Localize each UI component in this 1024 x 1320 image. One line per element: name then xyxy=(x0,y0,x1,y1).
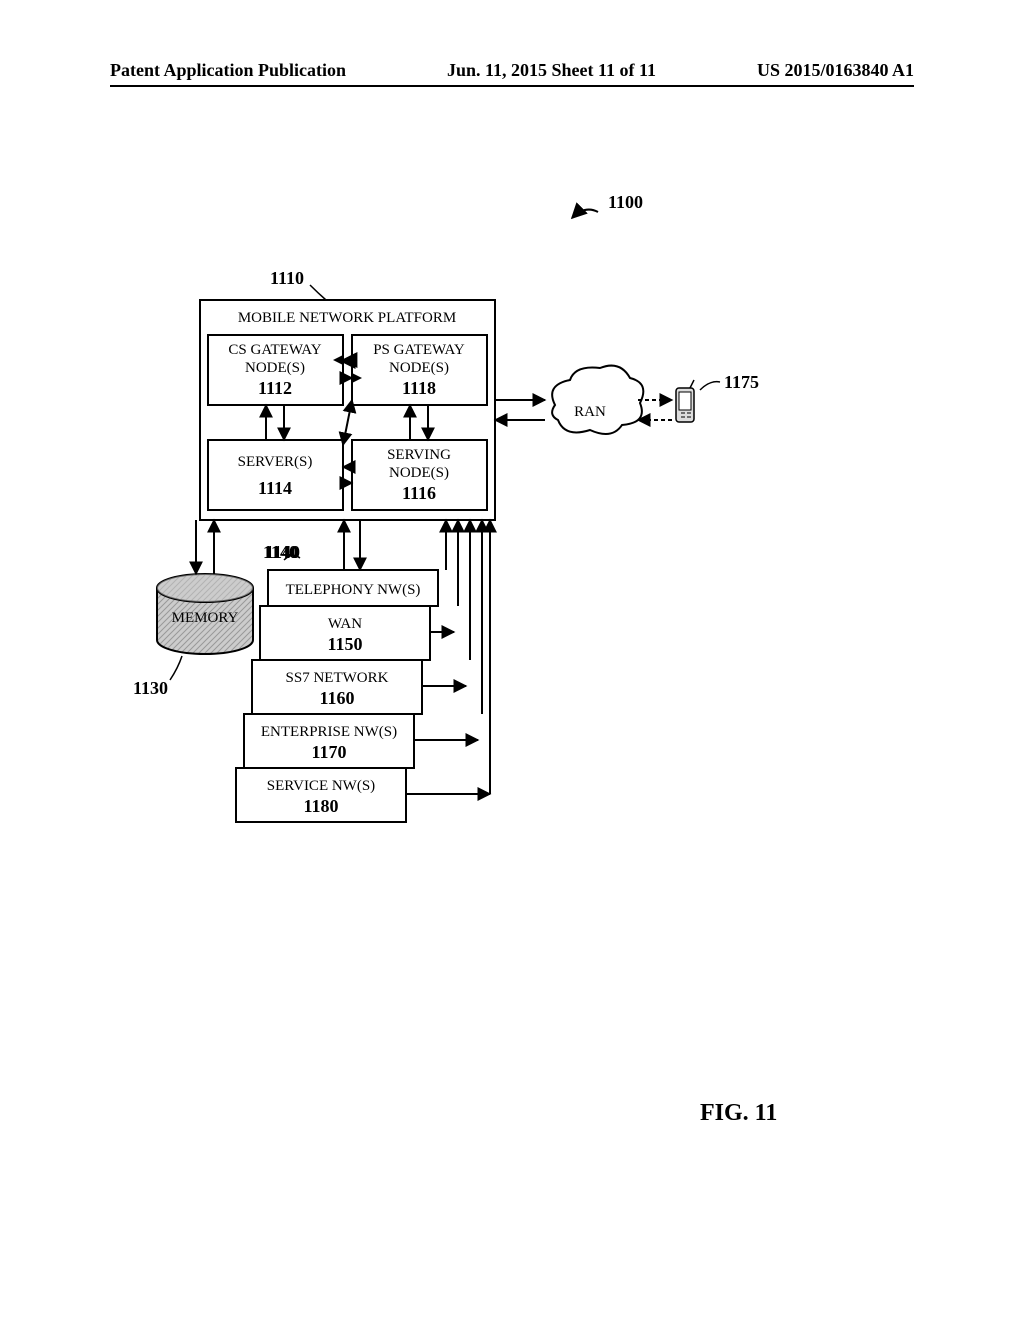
svg-text:1150: 1150 xyxy=(327,634,362,654)
telephony-block: TELEPHONY NW(S) xyxy=(268,570,438,606)
svg-text:1160: 1160 xyxy=(319,688,354,708)
svg-text:WAN: WAN xyxy=(328,616,362,632)
svg-text:MEMORY: MEMORY xyxy=(172,610,239,626)
ref-1140-text: 1140 xyxy=(263,542,298,562)
wan-block: WAN 1150 xyxy=(260,606,430,660)
ran-label: RAN xyxy=(574,404,606,420)
svg-text:SERVICE NW(S): SERVICE NW(S) xyxy=(267,778,375,794)
memory-cylinder: MEMORY xyxy=(157,574,253,654)
ref-1175: 1175 xyxy=(724,372,759,392)
svg-text:1170: 1170 xyxy=(311,742,346,762)
ss7-block: SS7 NETWORK 1160 xyxy=(252,660,422,714)
svg-text:ENTERPRISE NW(S): ENTERPRISE NW(S) xyxy=(261,724,397,740)
service-block: SERVICE NW(S) 1180 xyxy=(236,768,406,822)
phone-icon xyxy=(676,380,694,422)
svg-text:1180: 1180 xyxy=(303,796,338,816)
ran-cloud xyxy=(552,366,643,434)
svg-text:SS7 NETWORK: SS7 NETWORK xyxy=(286,670,389,686)
figure-svg: RAN 1175 1140 TELEPHONY NW(S) WAN xyxy=(0,0,1024,1320)
ref-1130: 1130 xyxy=(133,678,168,698)
svg-text:TELEPHONY NW(S): TELEPHONY NW(S) xyxy=(286,582,421,598)
enterprise-block: ENTERPRISE NW(S) 1170 xyxy=(244,714,414,768)
figure-label: FIG. 11 xyxy=(700,1100,777,1126)
